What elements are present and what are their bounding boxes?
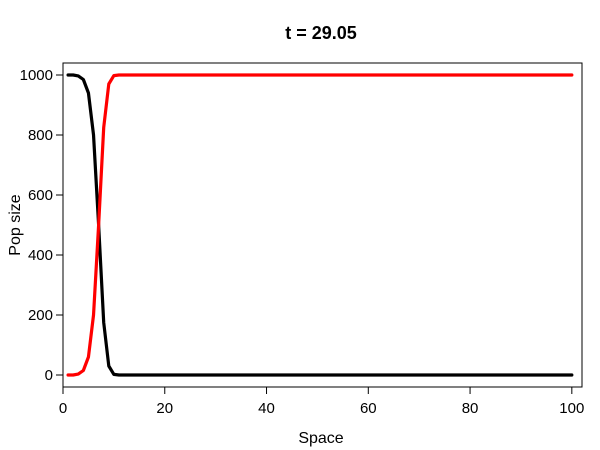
series-line-0	[66, 73, 574, 377]
y-axis-label: Pop size	[7, 194, 24, 255]
plot-frame	[62, 62, 583, 388]
y-tick-label: 800	[28, 127, 53, 144]
x-tick-label: 20	[156, 400, 173, 417]
x-axis: 0 20 40 60 80 100	[59, 386, 584, 417]
y-tick-label: 400	[28, 247, 53, 264]
x-axis-label: Space	[298, 430, 343, 447]
y-tick-label: 200	[28, 307, 53, 324]
y-tick-label: 0	[45, 367, 53, 384]
x-tick-label: 100	[559, 400, 584, 417]
chart-title: t = 29.05	[285, 23, 357, 43]
x-tick-label: 0	[59, 400, 67, 417]
series-layer	[66, 73, 574, 377]
x-tick-label: 80	[462, 400, 479, 417]
x-tick-label: 40	[258, 400, 275, 417]
y-tick-label: 1000	[20, 67, 53, 84]
x-tick-label: 60	[360, 400, 377, 417]
y-tick-label: 600	[28, 187, 53, 204]
series-line-1	[66, 73, 574, 377]
y-axis: 0 200 400 600 800 1000	[20, 67, 64, 384]
